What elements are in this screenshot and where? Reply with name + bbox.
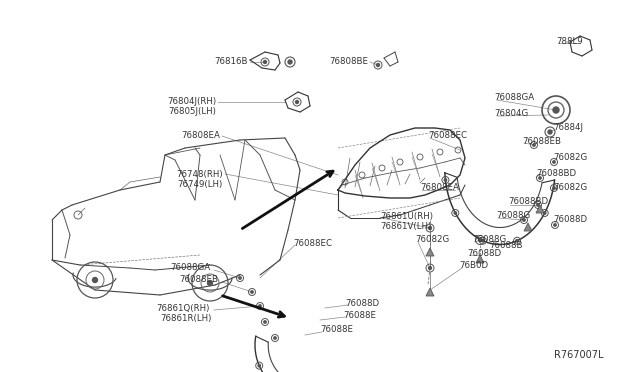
Polygon shape — [426, 248, 434, 256]
Text: 76088EC: 76088EC — [428, 131, 467, 141]
Circle shape — [454, 212, 456, 214]
Polygon shape — [426, 288, 434, 296]
Circle shape — [479, 238, 481, 241]
Circle shape — [539, 177, 541, 179]
Circle shape — [482, 240, 484, 242]
Text: R767007L: R767007L — [554, 350, 604, 360]
Text: 76088EB: 76088EB — [522, 138, 561, 147]
Circle shape — [264, 321, 266, 323]
Circle shape — [207, 280, 212, 285]
Text: 76861V(LH): 76861V(LH) — [380, 222, 431, 231]
Text: 76861R(LH): 76861R(LH) — [161, 314, 212, 324]
Text: 76088BD: 76088BD — [508, 198, 548, 206]
Circle shape — [288, 60, 292, 64]
Text: 76808EA: 76808EA — [420, 183, 459, 192]
Circle shape — [523, 219, 525, 221]
Text: 76804J(RH): 76804J(RH) — [167, 97, 216, 106]
Polygon shape — [536, 205, 544, 213]
Text: 76088E: 76088E — [343, 311, 376, 320]
Text: 76088G: 76088G — [472, 235, 506, 244]
Circle shape — [259, 305, 261, 307]
Text: 76088EB: 76088EB — [179, 276, 218, 285]
Text: 76082G: 76082G — [415, 235, 449, 244]
Circle shape — [239, 277, 241, 279]
Text: 76088D: 76088D — [345, 299, 379, 308]
Circle shape — [258, 365, 260, 367]
Text: 76088GA: 76088GA — [494, 93, 534, 103]
Text: 76088EC: 76088EC — [293, 240, 332, 248]
Text: 76861Q(RH): 76861Q(RH) — [157, 305, 210, 314]
Text: 76748(RH): 76748(RH) — [177, 170, 223, 180]
Text: 76088B: 76088B — [489, 241, 522, 250]
Circle shape — [553, 107, 559, 113]
Polygon shape — [476, 255, 484, 263]
Circle shape — [516, 240, 518, 242]
Text: 76082G: 76082G — [553, 154, 588, 163]
Text: 76088D: 76088D — [553, 215, 587, 224]
Circle shape — [554, 224, 556, 226]
Text: 76816B: 76816B — [214, 58, 248, 67]
Circle shape — [274, 337, 276, 339]
Circle shape — [93, 278, 97, 282]
Text: 76861U(RH): 76861U(RH) — [380, 212, 433, 221]
Text: 76808BE: 76808BE — [329, 58, 368, 67]
Text: 76082G: 76082G — [553, 183, 588, 192]
Text: 76808EA: 76808EA — [181, 131, 220, 141]
Circle shape — [264, 61, 266, 64]
Text: 76804G: 76804G — [494, 109, 528, 119]
Circle shape — [429, 266, 431, 269]
Text: 76088GA: 76088GA — [170, 263, 210, 273]
Text: 76B0D: 76B0D — [459, 262, 488, 270]
Text: 76805J(LH): 76805J(LH) — [168, 108, 216, 116]
Circle shape — [543, 212, 546, 214]
Text: 788L9: 788L9 — [556, 38, 582, 46]
Circle shape — [251, 291, 253, 293]
Circle shape — [537, 204, 540, 206]
Circle shape — [532, 144, 535, 146]
Circle shape — [296, 100, 298, 103]
Text: 76088BD: 76088BD — [536, 169, 576, 177]
Circle shape — [553, 161, 556, 163]
Circle shape — [553, 187, 556, 189]
Circle shape — [548, 130, 552, 134]
Text: 76884J: 76884J — [553, 124, 583, 132]
Text: 76088G: 76088G — [496, 212, 531, 221]
Text: 76088E: 76088E — [320, 326, 353, 334]
Polygon shape — [524, 223, 532, 231]
Circle shape — [376, 64, 380, 67]
Text: 76088D: 76088D — [467, 248, 501, 257]
Text: 76749(LH): 76749(LH) — [178, 180, 223, 189]
Circle shape — [429, 227, 431, 230]
Circle shape — [444, 179, 447, 181]
